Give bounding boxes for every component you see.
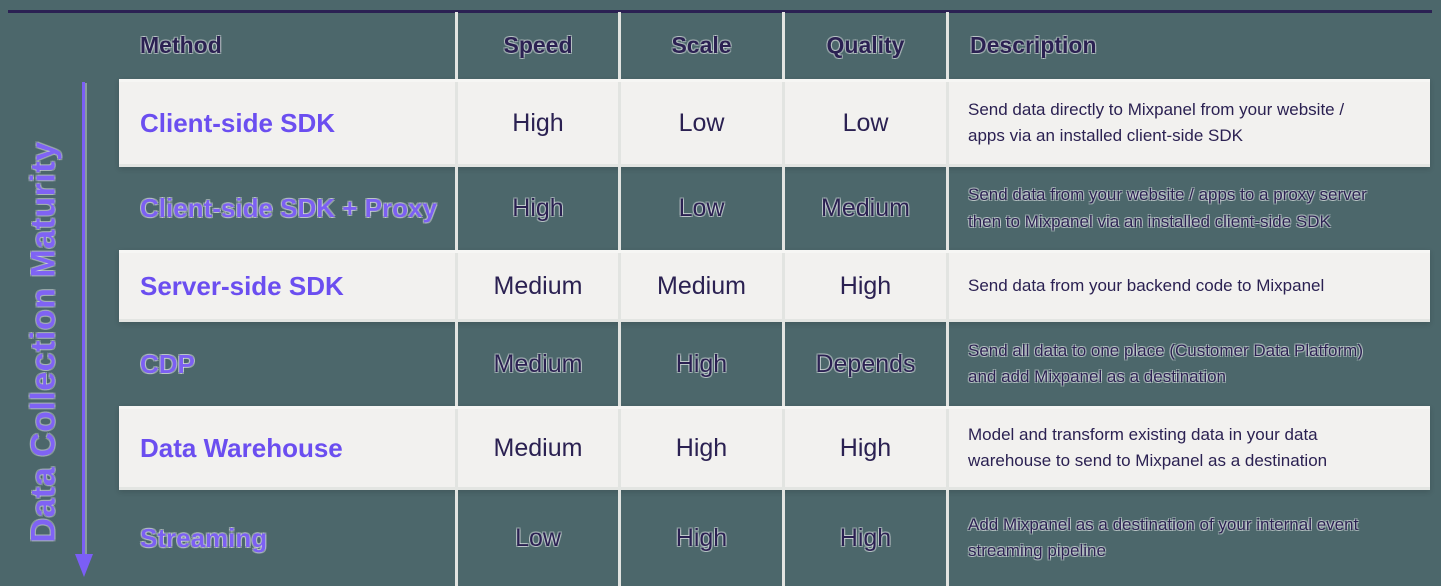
maturity-axis-label: Data Collection Maturity bbox=[24, 141, 63, 543]
top-divider-rule bbox=[8, 10, 1432, 13]
header-cell-quality: Quality bbox=[782, 12, 946, 79]
method-cell: Streaming bbox=[140, 522, 268, 553]
maturity-axis-arrow-line bbox=[82, 82, 85, 556]
header-cell-speed: Speed bbox=[455, 12, 618, 79]
quality-cell: High bbox=[782, 409, 946, 487]
speed-cell: Medium bbox=[455, 253, 618, 319]
table-row-streaming: Streaming Low High High Add Mixpanel as … bbox=[119, 490, 1430, 586]
description-cell: Send data directly to Mixpanel from your… bbox=[946, 82, 1430, 164]
quality-cell: Low bbox=[782, 82, 946, 164]
quality-cell: Medium bbox=[782, 167, 946, 250]
scale-cell: High bbox=[618, 322, 782, 406]
scale-cell: Low bbox=[618, 82, 782, 164]
table-row-client-side-sdk-proxy: Client-side SDK + Proxy High Low Medium … bbox=[119, 167, 1430, 250]
header-cell-scale: Scale bbox=[618, 12, 782, 79]
speed-cell: High bbox=[455, 82, 618, 164]
description-cell: Model and transform existing data in you… bbox=[946, 409, 1430, 487]
method-cell: Client-side SDK + Proxy bbox=[140, 193, 437, 223]
scale-cell: Low bbox=[618, 167, 782, 250]
speed-cell: High bbox=[455, 167, 618, 250]
method-cell: Client-side SDK bbox=[140, 107, 336, 138]
table-row-server-side-sdk: Server-side SDK Medium Medium High Send … bbox=[119, 250, 1430, 322]
description-cell: Add Mixpanel as a destination of your in… bbox=[946, 490, 1430, 586]
header-cell-description: Description bbox=[946, 12, 1430, 79]
table-row-client-side-sdk: Client-side SDK High Low Low Send data d… bbox=[119, 79, 1430, 167]
description-cell: Send all data to one place (Customer Dat… bbox=[946, 322, 1430, 406]
comparison-table: Method Speed Scale Quality Description C… bbox=[119, 12, 1430, 586]
header-cell-method: Method bbox=[140, 32, 222, 58]
table-header-row: Method Speed Scale Quality Description bbox=[119, 12, 1430, 79]
method-cell: Data Warehouse bbox=[140, 432, 343, 463]
scale-cell: High bbox=[618, 409, 782, 487]
scale-cell: Medium bbox=[618, 253, 782, 319]
speed-cell: Medium bbox=[455, 409, 618, 487]
quality-cell: High bbox=[782, 490, 946, 586]
table-row-cdp: CDP Medium High Depends Send all data to… bbox=[119, 322, 1430, 406]
arrow-down-icon bbox=[75, 554, 93, 577]
scale-cell: High bbox=[618, 490, 782, 586]
speed-cell: Medium bbox=[455, 322, 618, 406]
description-cell: Send data from your website / apps to a … bbox=[946, 167, 1430, 250]
quality-cell: High bbox=[782, 253, 946, 319]
method-cell: Server-side SDK bbox=[140, 270, 344, 301]
quality-cell: Depends bbox=[782, 322, 946, 406]
table-row-data-warehouse: Data Warehouse Medium High High Model an… bbox=[119, 406, 1430, 490]
speed-cell: Low bbox=[455, 490, 618, 586]
description-cell: Send data from your backend code to Mixp… bbox=[946, 253, 1430, 319]
method-cell: CDP bbox=[140, 348, 195, 379]
